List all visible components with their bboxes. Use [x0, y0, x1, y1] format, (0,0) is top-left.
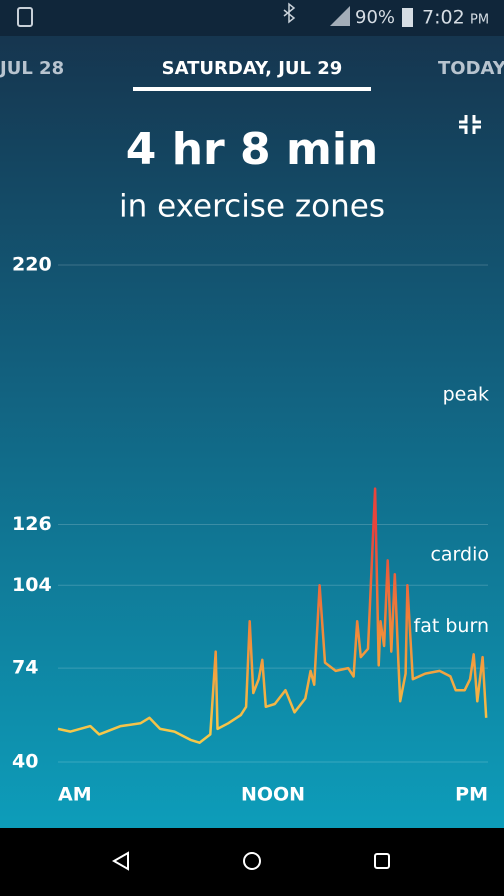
y-tick-label: 74 [12, 657, 38, 679]
zone-label: peak [443, 383, 489, 405]
zone-label: cardio [430, 543, 489, 565]
y-tick-label: 40 [12, 751, 38, 773]
recents-button[interactable] [374, 853, 390, 869]
collapse-icon[interactable] [459, 115, 481, 134]
summary-title: 4 hr 8 min [126, 124, 378, 175]
y-tick-label: 220 [12, 254, 52, 276]
tab[interactable]: TODAY [438, 58, 504, 79]
battery-text: 90% [355, 7, 395, 28]
clock: 7:02 [422, 7, 465, 29]
x-tick-label: AM [58, 784, 92, 806]
back-button[interactable] [111, 851, 129, 871]
phone-icon [17, 7, 33, 27]
zone-label: fat burn [414, 615, 489, 637]
tab-active[interactable]: SATURDAY, JUL 29 [162, 58, 343, 79]
heart-rate-line [57, 487, 488, 744]
bluetooth-icon [283, 2, 296, 24]
nav-bar [0, 828, 504, 896]
home-button[interactable] [243, 852, 261, 870]
status-bar [0, 0, 504, 36]
y-tick-label: 126 [12, 513, 52, 535]
summary-subtitle: in exercise zones [119, 189, 385, 225]
clock-ampm: PM [470, 13, 489, 28]
x-tick-label: PM [455, 784, 488, 806]
y-tick-label: 104 [12, 574, 52, 596]
tab-underline [133, 87, 371, 91]
x-tick-label: NOON [241, 784, 305, 806]
signal-icon [330, 6, 350, 26]
tab[interactable]: JUL 28 [0, 58, 64, 79]
battery-icon [402, 8, 413, 27]
